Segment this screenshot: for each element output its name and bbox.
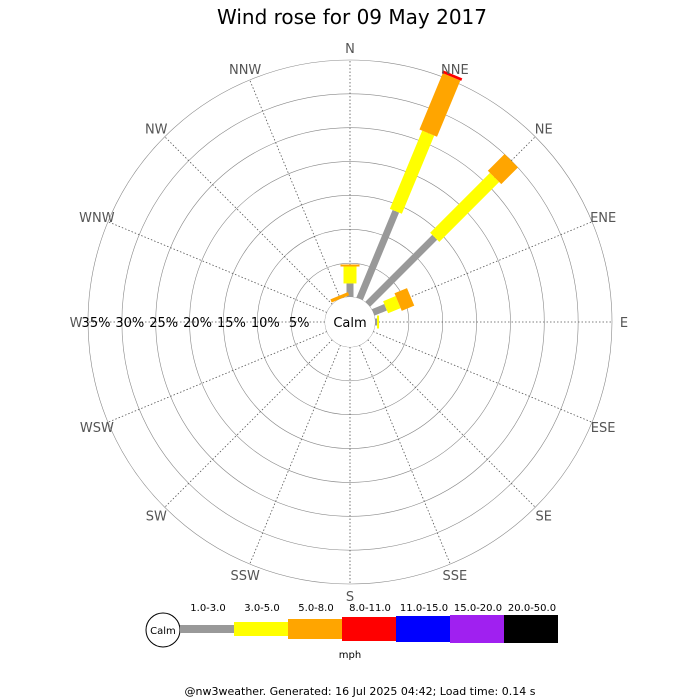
legend-calm-label: Calm (150, 626, 176, 637)
ring-label: 35% (82, 316, 111, 331)
wedge-nne-bin0 (356, 209, 400, 301)
direction-label-sse: SSE (442, 569, 467, 584)
legend-label-5: 15.0-20.0 (454, 603, 502, 614)
footer-text: @nw3weather. Generated: 16 Jul 2025 04:4… (185, 685, 536, 698)
wedge-ne-bin2 (487, 153, 519, 185)
ring-label: 5% (289, 316, 310, 331)
legend-label-6: 20.0-50.0 (508, 603, 556, 614)
spoke-wnw (107, 221, 328, 313)
direction-label-w: W (70, 316, 83, 331)
direction-label-nw: NW (145, 122, 168, 137)
spoke-ese (372, 331, 593, 423)
direction-label-ssw: SSW (230, 569, 260, 584)
legend-label-1: 3.0-5.0 (244, 603, 279, 614)
ring-label: 25% (149, 316, 178, 331)
wedge-ene-bin0 (371, 304, 387, 316)
spoke-sse (359, 344, 451, 565)
ring-labels: 5% 10% 15% 20% 25% 30% 35% (82, 316, 310, 331)
spoke-ssw (249, 344, 341, 565)
direction-label-ene: ENE (590, 211, 616, 226)
legend-swatch-6 (504, 615, 558, 643)
direction-label-ese: ESE (591, 421, 616, 436)
legend-label-0: 1.0-3.0 (190, 603, 225, 614)
direction-label-n: N (345, 42, 355, 57)
legend-unit: mph (339, 650, 361, 661)
wedge-ne-bin1 (430, 172, 500, 242)
ring-label: 10% (251, 316, 280, 331)
grid-ring (290, 262, 410, 382)
wedge-ne-bin0 (365, 234, 438, 307)
legend-swatch-0 (180, 625, 234, 633)
wind-wedges (330, 70, 519, 329)
legend-swatch-1 (234, 622, 288, 636)
spoke-wsw (107, 331, 328, 423)
wedge-ene-bin1 (383, 296, 401, 314)
direction-label-wsw: WSW (80, 421, 114, 436)
direction-label-ne: NE (535, 122, 553, 137)
wedge-nnw-bin2 (330, 292, 350, 303)
wedge-nne-bin2 (419, 73, 461, 137)
spoke-se (367, 339, 536, 508)
ring-label: 30% (115, 316, 144, 331)
direction-label-sw: SW (146, 510, 167, 525)
ring-label: 20% (183, 316, 212, 331)
direction-label-wnw: WNW (79, 211, 115, 226)
spoke-nnw (249, 79, 341, 300)
spoke-nw (164, 136, 333, 305)
legend-swatch-2 (288, 619, 342, 639)
legend-label-2: 5.0-8.0 (298, 603, 333, 614)
calm-label: Calm (333, 316, 366, 331)
wedge-ene-bin2 (394, 288, 415, 311)
calm-circle (325, 297, 375, 347)
wedge-nne-bin1 (389, 130, 435, 214)
grid-ring (189, 161, 511, 483)
legend-swatch-5 (450, 615, 504, 643)
direction-labels: N NNE NE ENE E ESE SE SSE S SSW SW WSW W WNW NW NNW (70, 42, 629, 605)
direction-label-nnw: NNW (229, 63, 261, 78)
grid-ring (87, 59, 613, 585)
legend-label-3: 8.0-11.0 (349, 603, 391, 614)
direction-label-se: SE (536, 510, 552, 525)
direction-label-e: E (620, 316, 628, 331)
wedge-nne-bin3 (441, 70, 463, 81)
legend-swatch-4 (396, 616, 450, 642)
ring-label: 15% (217, 316, 246, 331)
legend-swatch-3 (342, 617, 396, 641)
spoke-sw (164, 339, 333, 508)
speed-legend: Calm 1.0-3.0 3.0-5.0 5.0-8.0 8.0-11.0 11.0-15… (145, 603, 558, 648)
direction-label-s: S (346, 590, 354, 605)
legend-label-4: 11.0-15.0 (400, 603, 448, 614)
direction-label-nne: NNE (441, 63, 469, 78)
chart-title: Wind rose for 09 May 2017 (217, 5, 487, 29)
